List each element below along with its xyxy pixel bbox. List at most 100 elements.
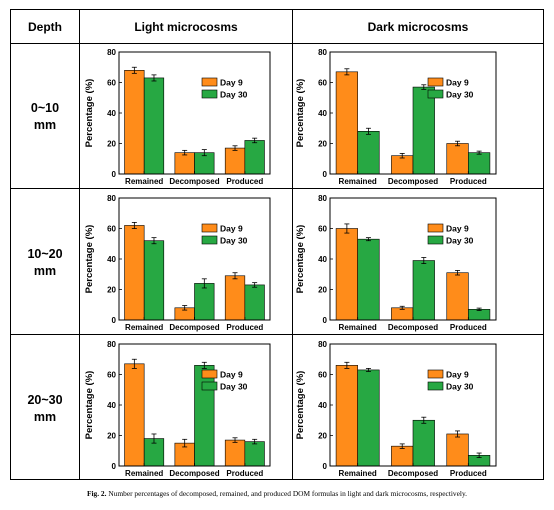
x-tick-label-remained: Remained — [339, 177, 377, 186]
plot-frame — [118, 197, 271, 321]
y-axis-label: Percentage (%) — [295, 371, 306, 440]
legend-swatch — [201, 369, 218, 379]
y-tick-label: 0 — [323, 316, 328, 325]
y-tick-label: 60 — [107, 225, 116, 234]
bar-day9-produced — [224, 147, 246, 175]
bar-day30-remained — [143, 240, 165, 321]
y-tick-label: 80 — [318, 194, 327, 203]
plot-frame — [118, 343, 271, 467]
bar-day30-decomposed — [412, 260, 435, 321]
figure-table: Depth Light microcosms Dark microcosms 0… — [10, 9, 544, 480]
legend-swatch — [201, 223, 218, 233]
y-tick-label: 20 — [318, 432, 327, 441]
depth-label-20-30-line2: mm — [34, 410, 56, 424]
x-tick-label-produced: Produced — [450, 469, 487, 478]
bar-day9-remained — [335, 71, 358, 175]
bar-day30-produced — [244, 140, 265, 175]
y-tick-label: 20 — [107, 432, 116, 441]
legend-swatch — [201, 77, 218, 87]
bar-day9-decomposed — [174, 152, 195, 175]
bar-day9-produced — [224, 439, 246, 467]
y-axis-label: Percentage (%) — [84, 371, 95, 440]
y-tick-label: 20 — [107, 286, 116, 295]
y-axis-label: Percentage (%) — [84, 225, 95, 294]
legend-swatch — [427, 369, 444, 379]
x-tick-label-decomposed: Decomposed — [388, 177, 438, 186]
bar-day9-decomposed — [391, 445, 414, 467]
y-tick-label: 0 — [112, 316, 117, 325]
y-tick-label: 0 — [323, 462, 328, 471]
y-tick-label: 60 — [318, 225, 327, 234]
plot-frame — [329, 51, 497, 175]
header-dark: Dark microcosms — [368, 20, 469, 34]
legend-entry: Day 30 — [220, 236, 248, 246]
y-axis-label: Percentage (%) — [295, 79, 306, 148]
bar-day30-decomposed — [412, 86, 435, 175]
bar-day9-remained — [335, 228, 358, 321]
x-tick-label-produced: Produced — [450, 323, 487, 332]
table-grid — [10, 9, 544, 480]
plot-frame — [329, 343, 497, 467]
chart-dark-10-20: Percentage (%) 0 20 40 60 80 Remained Decompose… — [295, 194, 497, 332]
legend-entry: Day 9 — [220, 224, 243, 234]
x-tick-label-remained: Remained — [339, 323, 377, 332]
y-tick-label: 40 — [107, 401, 116, 410]
legend-entry: Day 9 — [220, 370, 243, 380]
header-light: Light microcosms — [134, 20, 238, 34]
y-tick-label: 20 — [107, 140, 116, 149]
x-tick-label-decomposed: Decomposed — [169, 323, 219, 332]
x-tick-label-decomposed: Decomposed — [388, 469, 438, 478]
y-axis-label: Percentage (%) — [295, 225, 306, 294]
bar-day30-decomposed — [194, 365, 215, 467]
y-axis-label: Percentage (%) — [84, 79, 95, 148]
legend-swatch — [201, 89, 218, 99]
bar-day9-produced — [446, 272, 469, 321]
legend-entry: Day 30 — [446, 382, 474, 392]
bar-day9-decomposed — [391, 155, 414, 175]
legend-entry: Day 30 — [446, 90, 474, 100]
chart-dark-20-30: Percentage (%) 0 20 40 60 80 Remained Decompose… — [295, 340, 497, 478]
caption-text: Number percentages of decomposed, remain… — [108, 489, 468, 498]
chart-light-10-20: Percentage (%) 0 20 40 60 80 Remained Decompose… — [84, 194, 271, 332]
bar-day9-remained — [124, 363, 145, 467]
bar-day9-remained — [335, 365, 358, 467]
bar-day9-remained — [124, 225, 145, 321]
x-tick-label-remained: Remained — [125, 323, 163, 332]
y-tick-label: 20 — [318, 140, 327, 149]
legend-swatch — [427, 77, 444, 87]
bar-day9-remained — [124, 70, 145, 175]
figure-caption: Fig. 2. Number percentages of decomposed… — [0, 489, 554, 498]
chart-light-0-10: Percentage (%) 0 20 40 60 80 Remained Decompose… — [84, 48, 271, 186]
chart-light-20-30: Percentage (%) 0 20 40 60 80 Remained Decompose… — [84, 340, 271, 478]
bar-day30-produced — [244, 284, 265, 321]
header-depth: Depth — [28, 20, 62, 34]
y-tick-label: 60 — [107, 79, 116, 88]
bar-day30-remained — [357, 131, 380, 175]
legend-swatch — [427, 235, 444, 245]
depth-label-20-30-line1: 20~30 — [27, 393, 62, 407]
x-tick-label-produced: Produced — [450, 177, 487, 186]
caption-label: Fig. 2. — [86, 489, 107, 498]
x-tick-label-remained: Remained — [125, 469, 163, 478]
legend-entry: Day 30 — [446, 236, 474, 246]
legend-entry: Day 30 — [220, 90, 248, 100]
y-tick-label: 60 — [107, 371, 116, 380]
bar-day9-produced — [446, 143, 469, 175]
x-tick-label-produced: Produced — [226, 469, 263, 478]
bar-day9-produced — [224, 275, 246, 321]
bar-day30-produced — [244, 441, 265, 467]
legend-entry: Day 9 — [220, 78, 243, 88]
bar-day30-remained — [143, 77, 165, 175]
y-tick-label: 40 — [107, 255, 116, 264]
bar-day30-decomposed — [194, 283, 215, 321]
bar-day30-remained — [357, 369, 380, 467]
y-tick-label: 60 — [318, 79, 327, 88]
depth-label-10-20-line2: mm — [34, 264, 56, 278]
bar-day30-decomposed — [412, 419, 435, 467]
y-tick-label: 80 — [107, 340, 116, 349]
legend-entry: Day 9 — [446, 224, 469, 234]
y-tick-label: 80 — [107, 48, 116, 57]
depth-label-0-10-line1: 0~10 — [31, 101, 59, 115]
x-tick-label-produced: Produced — [226, 177, 263, 186]
y-tick-label: 80 — [318, 340, 327, 349]
